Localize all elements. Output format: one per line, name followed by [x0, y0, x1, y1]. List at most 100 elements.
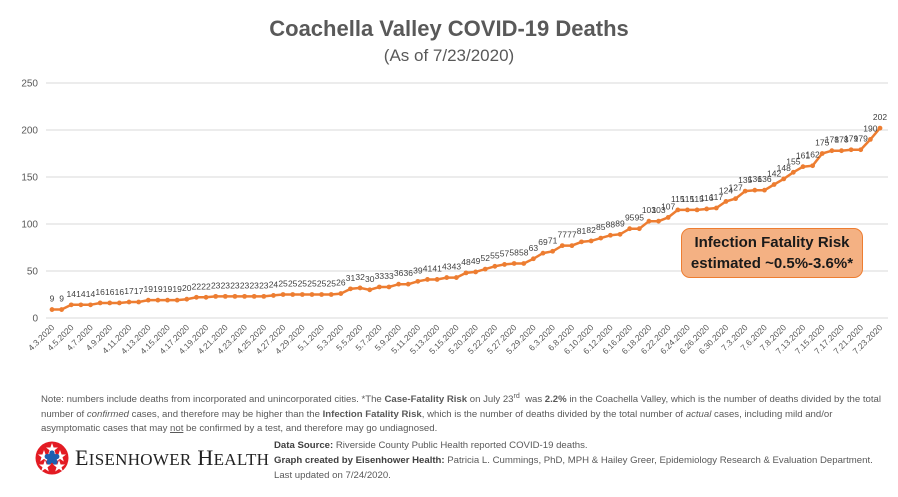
data-point — [280, 292, 286, 297]
data-point — [752, 187, 758, 193]
data-point — [261, 293, 267, 299]
data-point — [299, 292, 305, 297]
callout-line1: Infection Fatality Risk — [694, 234, 850, 251]
series-points — [49, 125, 883, 312]
data-point — [425, 277, 430, 282]
data-point — [376, 284, 382, 290]
data-label: 23 — [211, 280, 221, 290]
data-label: 77 — [558, 230, 568, 240]
callout-line2: estimated ~0.5%-3.6%* — [690, 255, 854, 272]
data-point — [203, 294, 209, 300]
line-chart: 0 50 100 150 200 250 4.3.20204.5.20204.7.2020… — [21, 79, 888, 356]
star-cluster-icon — [35, 441, 69, 475]
data-label: 43 — [442, 262, 452, 272]
data-point — [290, 292, 296, 297]
data-point — [232, 293, 238, 299]
data-label: 19 — [153, 284, 163, 294]
y-tick-label: 150 — [21, 173, 38, 184]
data-label: 17 — [124, 286, 134, 296]
note-bold: Case-Fatality Risk — [384, 394, 468, 406]
data-label: 77 — [567, 230, 577, 240]
data-label: 23 — [221, 280, 231, 290]
data-point — [502, 262, 507, 267]
data-label: 58 — [509, 247, 519, 257]
data-point — [338, 291, 344, 296]
data-label: 136 — [748, 174, 762, 184]
data-point — [184, 296, 190, 302]
x-axis-ticks: 4.3.20204.5.20204.7.20204.9.20204.11.202… — [26, 322, 885, 356]
data-label: 19 — [163, 284, 173, 294]
chart-subtitle: (As of 7/23/2020) — [383, 46, 515, 65]
data-label: 23 — [240, 280, 250, 290]
data-point — [646, 218, 652, 224]
data-label: 26 — [336, 278, 346, 288]
note-text: be confirmed by a test, and therefore ma… — [183, 423, 438, 435]
data-point — [453, 275, 459, 280]
data-label: 175 — [815, 138, 829, 148]
note-text: cases, and therefore may be higher than … — [129, 408, 323, 420]
note-underline: not — [170, 423, 184, 435]
data-label: 30 — [365, 274, 375, 284]
data-point — [559, 243, 565, 249]
data-label: 142 — [767, 169, 781, 179]
data-point — [88, 302, 93, 308]
y-axis-ticks: 0 50 100 150 200 250 — [21, 79, 38, 325]
note-text: was — [519, 394, 545, 406]
data-point — [867, 137, 873, 142]
data-point — [656, 218, 661, 224]
graph-credit-text: Patricia L. Cummings, PhD, MPH & Hailey … — [274, 455, 873, 481]
data-label: 190 — [863, 123, 877, 133]
data-point — [367, 287, 373, 293]
data-point — [165, 297, 170, 303]
data-label: 55 — [490, 250, 500, 260]
logo-letter: E — [75, 445, 89, 470]
data-label: 25 — [317, 279, 327, 289]
data-point — [636, 226, 642, 232]
data-label: 95 — [635, 213, 645, 223]
note-text: in the Coachella Valley, which is the nu… — [41, 394, 881, 420]
data-point — [126, 299, 132, 305]
data-label: 117 — [710, 192, 724, 202]
data-point — [78, 302, 84, 308]
source-text: Riverside County Public Health reported … — [333, 440, 588, 451]
data-point — [107, 300, 113, 306]
data-point — [704, 206, 710, 212]
data-point — [309, 292, 315, 297]
data-label: 136 — [757, 174, 771, 184]
y-tick-label: 250 — [21, 79, 38, 90]
data-label: 115 — [690, 194, 704, 204]
data-point — [694, 207, 700, 213]
data-label: 25 — [307, 279, 317, 289]
data-label: 31 — [346, 273, 356, 283]
data-point — [800, 164, 806, 170]
data-label: 116 — [700, 193, 714, 203]
eisenhower-logo: EISENHOWER HEALTH — [35, 440, 269, 476]
data-label: 179 — [844, 134, 858, 144]
data-point — [473, 269, 479, 275]
data-label: 63 — [529, 243, 539, 253]
data-label: 22 — [201, 281, 211, 291]
data-label: 52 — [481, 253, 491, 263]
data-label: 25 — [326, 279, 336, 289]
data-point — [627, 226, 633, 232]
data-point — [251, 293, 257, 299]
data-point — [858, 147, 864, 153]
data-point — [540, 250, 546, 256]
data-label: 17 — [134, 286, 144, 296]
data-point — [348, 286, 353, 292]
data-label: 39 — [413, 265, 423, 275]
data-point — [116, 300, 122, 306]
data-point — [405, 281, 411, 287]
data-point — [97, 300, 103, 306]
data-point — [713, 205, 719, 211]
data-label: 22 — [192, 281, 202, 291]
source-label: Data Source: — [274, 440, 334, 451]
data-point — [242, 293, 247, 299]
data-point — [328, 292, 334, 297]
data-label: 103 — [651, 205, 665, 215]
data-point — [511, 261, 517, 266]
data-label: 14 — [67, 289, 77, 299]
data-label: 33 — [375, 271, 385, 281]
gridlines — [46, 82, 888, 319]
data-label: 9 — [50, 294, 55, 304]
